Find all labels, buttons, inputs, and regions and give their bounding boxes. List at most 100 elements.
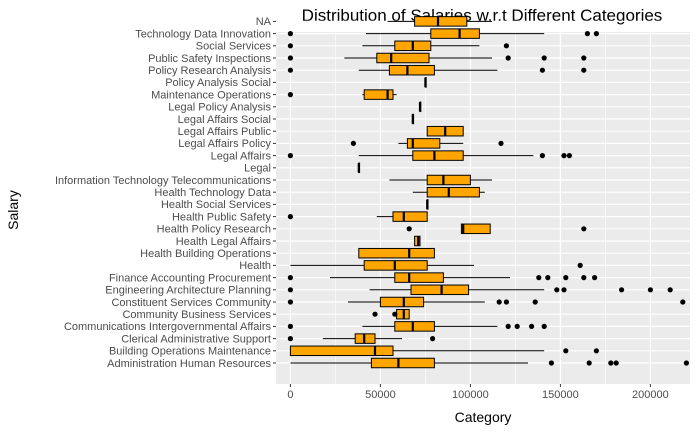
outlier-point xyxy=(581,55,587,61)
x-tick-label: 200000 xyxy=(632,389,669,401)
category-label: Health Social Services xyxy=(161,199,272,211)
box-group xyxy=(287,52,587,64)
box-group xyxy=(287,40,509,52)
outlier-point xyxy=(554,287,560,293)
outlier-point xyxy=(287,43,293,49)
box-group xyxy=(287,284,673,296)
box-group xyxy=(426,199,429,210)
category-label: Health xyxy=(239,260,271,272)
outlier-point xyxy=(287,30,293,37)
category-label: Finance Accounting Procurement xyxy=(109,272,271,284)
outlier-point xyxy=(545,275,551,281)
outlier-point xyxy=(619,287,625,293)
outlier-point xyxy=(561,153,567,159)
outlier-point xyxy=(372,311,378,317)
box-group xyxy=(287,89,397,100)
category-label: Technology Data Innovation xyxy=(135,28,271,40)
outlier-point xyxy=(593,30,600,37)
box-group xyxy=(411,113,415,125)
category-label: Policy Analysis Social xyxy=(165,77,271,89)
outlier-point xyxy=(581,275,587,281)
x-axis-title: Category xyxy=(455,409,512,425)
outlier-point xyxy=(613,360,619,366)
category-label: Health Policy Research xyxy=(157,224,271,236)
box xyxy=(414,16,468,27)
category-label: Community Business Services xyxy=(122,309,271,321)
category-label: Communications Intergovernmental Affairs xyxy=(64,321,272,333)
outlier-point xyxy=(430,336,436,342)
box-group xyxy=(287,296,686,308)
outlier-point xyxy=(541,323,547,329)
category-label: Building Operations Maintenance xyxy=(109,346,271,358)
outlier-point xyxy=(581,67,587,73)
box xyxy=(370,357,435,369)
category-label: Social Services xyxy=(196,41,272,53)
chart-title: Distribution of Salaries w.r.t Different… xyxy=(302,6,663,25)
category-label: Legal Affairs Public xyxy=(178,126,272,138)
category-label: Maintenance Operations xyxy=(151,89,271,101)
category-label: Health Technology Data xyxy=(154,187,271,199)
category-label: Legal Affairs Policy xyxy=(178,138,271,150)
outlier-point xyxy=(536,275,542,281)
outlier-point xyxy=(287,92,293,98)
box-group xyxy=(387,16,492,27)
outlier-point xyxy=(287,153,293,159)
outlier-point xyxy=(287,287,293,293)
box xyxy=(426,174,471,186)
x-tick-label: 50000 xyxy=(365,389,396,401)
outlier-point xyxy=(350,140,356,146)
box-group xyxy=(290,260,583,271)
box-group xyxy=(290,357,690,369)
box xyxy=(394,321,435,332)
outlier-point xyxy=(561,287,567,293)
outlier-point xyxy=(667,287,673,293)
category-label: Administration Human Resources xyxy=(107,358,271,370)
outlier-point xyxy=(608,360,614,366)
box xyxy=(460,223,491,235)
box xyxy=(388,64,435,76)
outlier-point xyxy=(541,55,547,61)
outlier-point xyxy=(505,55,511,61)
outlier-point xyxy=(680,299,686,305)
category-label: Clerical Administrative Support xyxy=(121,333,271,345)
box-group xyxy=(424,77,427,88)
outlier-point xyxy=(287,67,293,73)
category-label: Health Legal Affairs xyxy=(176,236,272,248)
box-group xyxy=(426,125,464,137)
outlier-point xyxy=(581,226,587,232)
category-label: NA xyxy=(256,16,272,28)
box-group xyxy=(287,272,598,283)
outlier-point xyxy=(287,336,293,342)
outlier-point xyxy=(287,323,293,329)
box xyxy=(289,345,394,357)
outlier-point xyxy=(563,348,569,354)
category-label: Policy Research Analysis xyxy=(148,65,271,77)
outlier-point xyxy=(498,140,504,146)
box xyxy=(406,138,441,149)
outlier-point xyxy=(647,287,654,293)
box-group xyxy=(287,333,436,344)
outlier-point xyxy=(577,262,583,268)
outlier-point xyxy=(584,30,591,37)
box-group xyxy=(406,223,587,235)
box-group xyxy=(287,150,573,161)
box xyxy=(358,247,435,259)
category-label: Constituent Services Community xyxy=(111,297,271,309)
category-label: Legal Policy Analysis xyxy=(168,102,271,114)
box-group xyxy=(287,211,428,222)
category-label: Engineering Architecture Planning xyxy=(105,285,271,297)
box xyxy=(376,52,430,64)
category-label: Public Safety Inspections xyxy=(148,53,271,65)
outlier-point xyxy=(287,299,293,305)
box xyxy=(430,28,480,39)
box xyxy=(394,272,444,283)
box-group xyxy=(287,64,587,76)
plot-panel xyxy=(276,32,690,384)
box xyxy=(426,186,480,198)
box-group xyxy=(287,28,600,39)
outlier-point xyxy=(592,275,598,281)
box xyxy=(392,211,428,222)
box-group xyxy=(414,235,421,247)
x-tick-label: 150000 xyxy=(542,389,579,401)
